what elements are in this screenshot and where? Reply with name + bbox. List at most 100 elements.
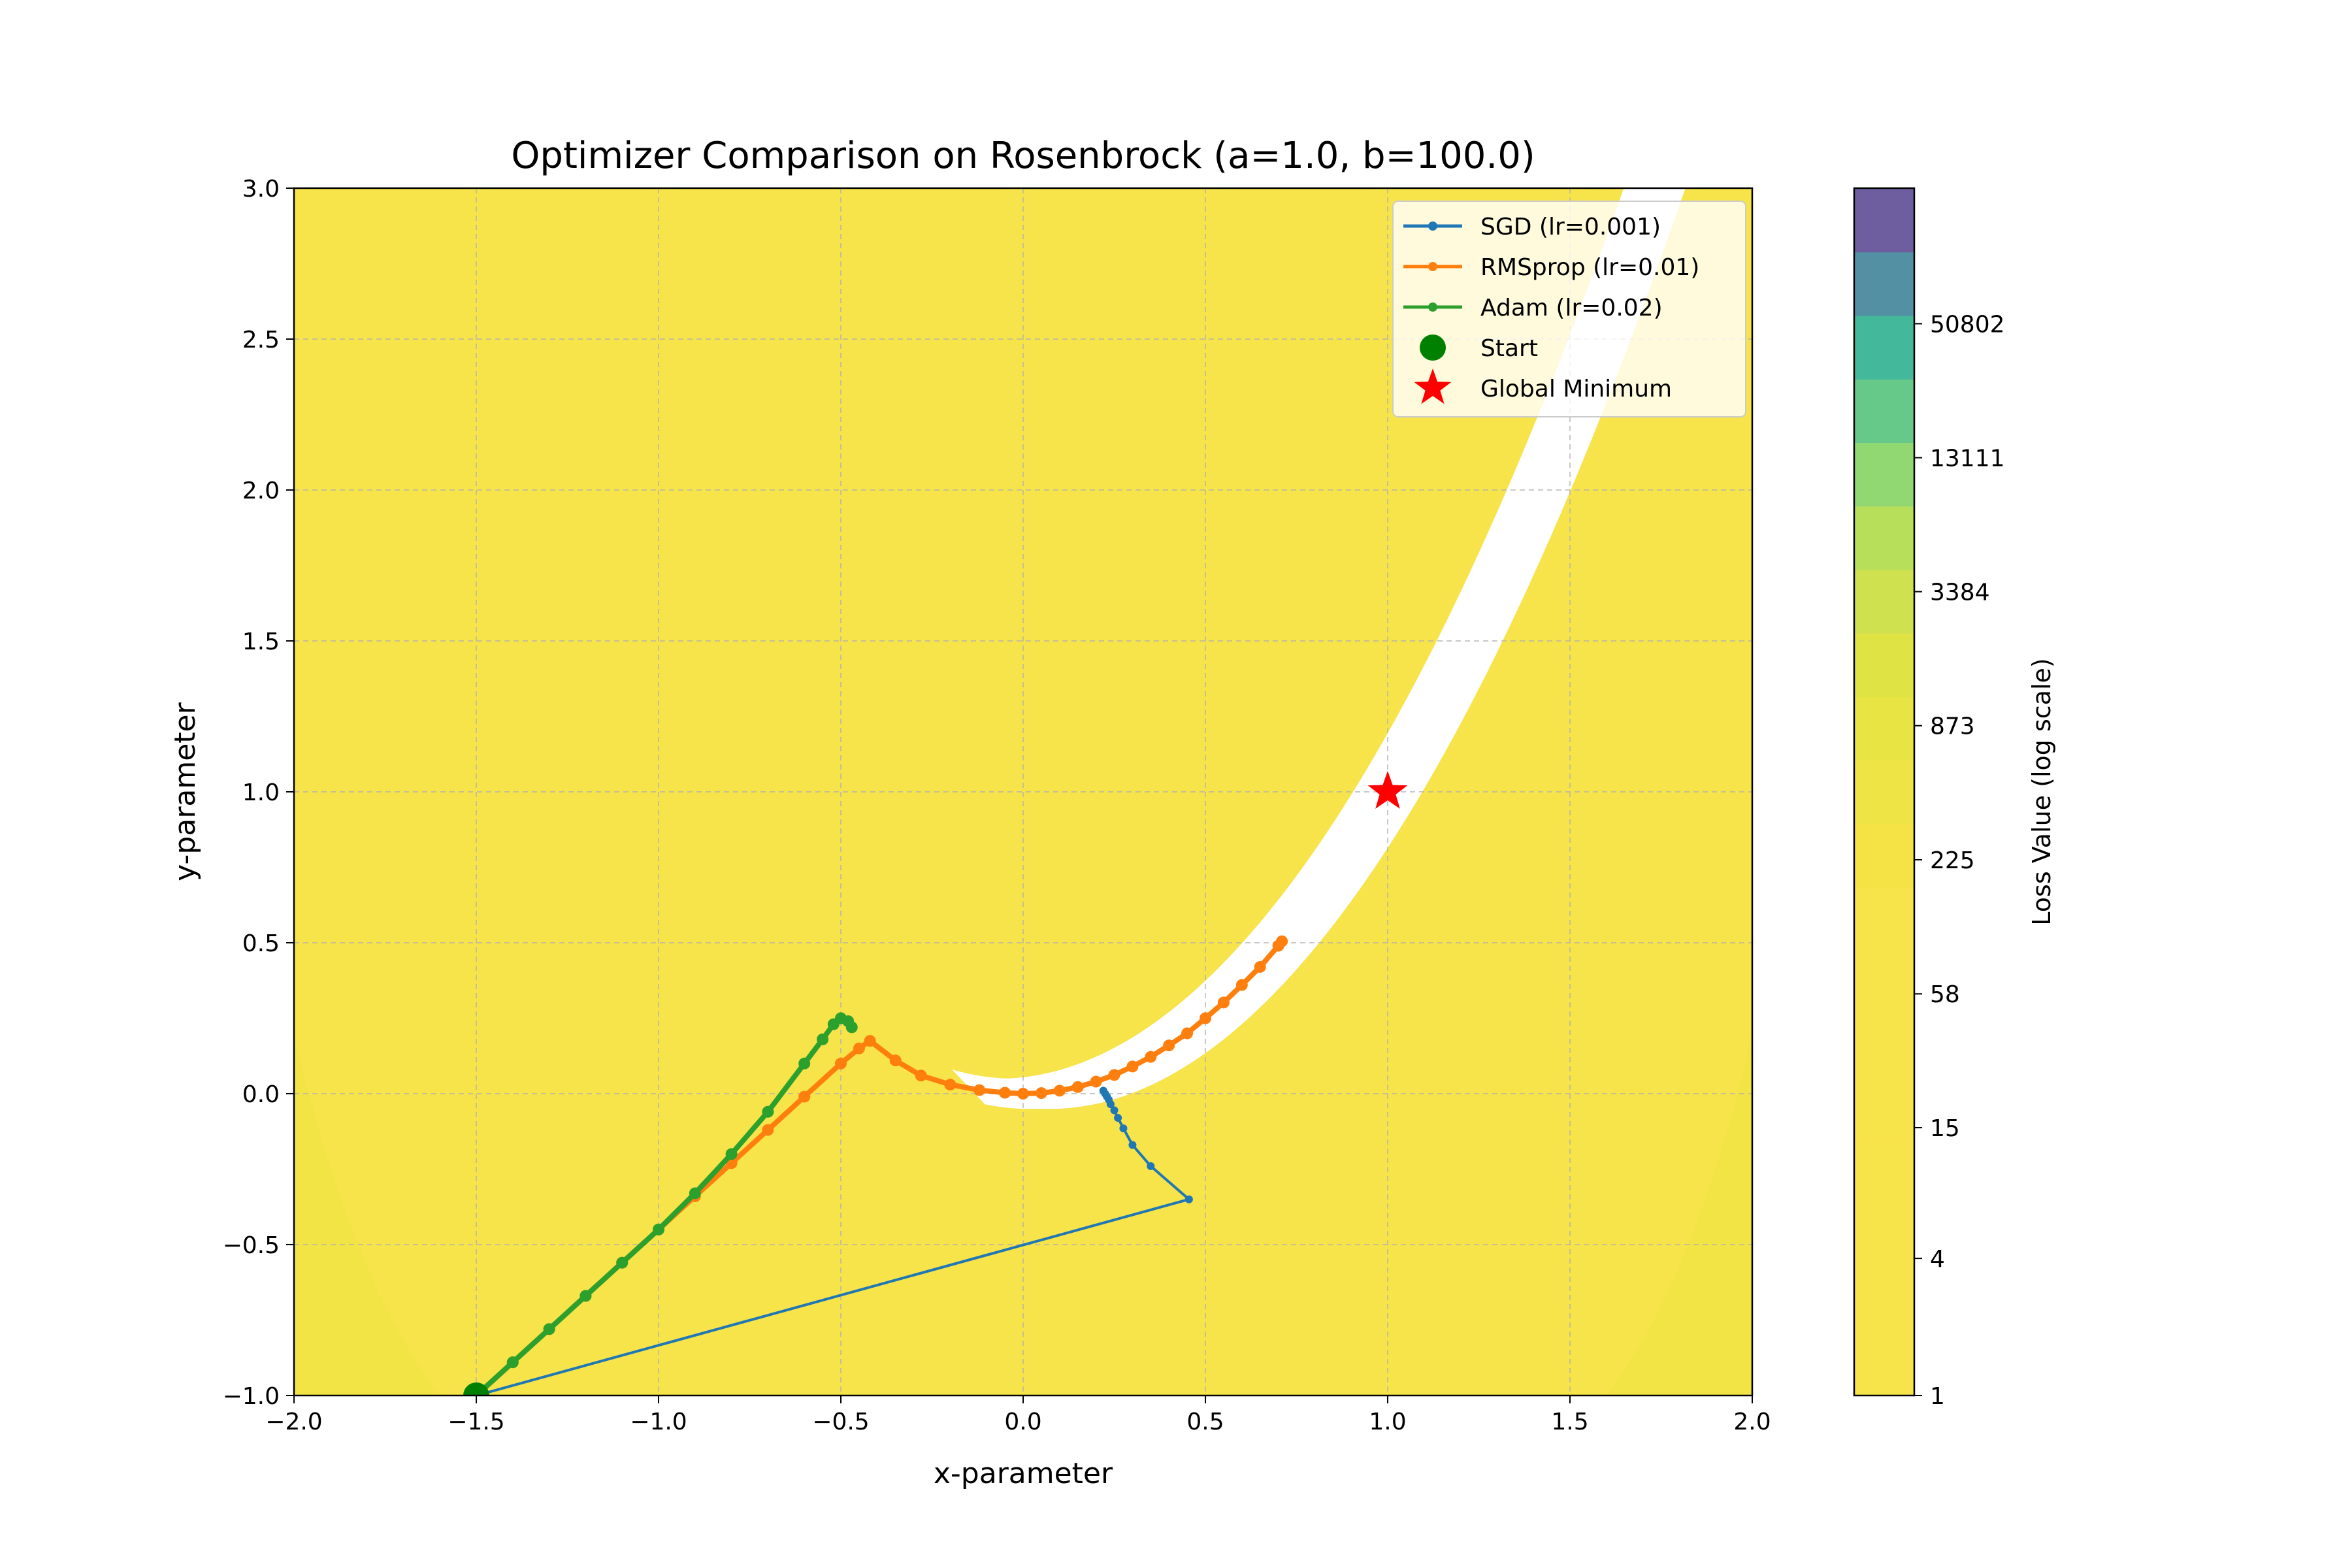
series-point [853, 1042, 865, 1054]
x-tick-label: −1.0 [630, 1409, 687, 1435]
marker-layer [463, 771, 1408, 1396]
x-tick-label: 1.0 [1369, 1409, 1406, 1435]
legend-marker [1428, 262, 1437, 271]
x-tick-label: 0.0 [1004, 1409, 1041, 1435]
series-point [506, 1356, 519, 1369]
legend-label: Global Minimum [1480, 376, 1672, 402]
y-tick-label: 0.5 [242, 930, 280, 957]
colorbar-band [1854, 252, 1914, 316]
legend: SGD (lr=0.001) RMSprop (lr=0.01) Adam (lr=… [1392, 201, 1746, 417]
y-tick-label: −0.5 [223, 1232, 280, 1259]
series-point [1217, 996, 1230, 1009]
legend-start-marker [1420, 335, 1446, 361]
chart-title: Optimizer Comparison on Rosenbrock (a=1.… [511, 135, 1535, 177]
series-point [973, 1084, 986, 1096]
legend-marker [1428, 302, 1437, 312]
series-point [1145, 1051, 1157, 1063]
global-minimum-marker [1367, 771, 1408, 809]
colorbar-band [1854, 188, 1914, 253]
series-point [580, 1290, 592, 1302]
colorbar-band [1854, 442, 1914, 507]
corner-shade [294, 1033, 1752, 1396]
y-axis-ticks: −1.0 −0.5 0.0 0.5 1.0 1.5 2.0 2.5 3.0 [223, 176, 294, 1410]
x-axis-ticks: −2.0 −1.5 −1.0 −0.5 0.0 0.5 1.0 1.5 2.0 [265, 1396, 1771, 1435]
colorbar-band [1854, 1077, 1914, 1142]
colorbar-band [1854, 632, 1914, 698]
y-tick-label: 3.0 [242, 176, 280, 203]
series-point [543, 1323, 555, 1335]
colorbar-tick-label: 225 [1930, 847, 1975, 874]
series-point [889, 1054, 902, 1067]
x-axis-label: x-parameter [934, 1457, 1113, 1490]
series-point [1035, 1087, 1047, 1100]
corner-shade-right [1606, 1033, 1752, 1396]
start-marker [463, 1382, 489, 1396]
series-point [817, 1033, 829, 1045]
series-point [944, 1079, 956, 1091]
colorbar-band [1854, 1014, 1914, 1079]
series-point [1276, 935, 1288, 947]
series-layer [470, 935, 1288, 1396]
y-tick-label: 2.0 [242, 478, 280, 504]
colorbar-band [1854, 378, 1914, 444]
series-point [1163, 1039, 1175, 1052]
series-point [798, 1057, 811, 1070]
series-point [845, 1021, 858, 1034]
colorbar-band [1854, 1268, 1914, 1333]
legend-star-marker [1414, 368, 1452, 404]
y-axis-label: y-parameter [169, 702, 202, 881]
series-point [999, 1086, 1011, 1099]
colorbar-band [1854, 1331, 1914, 1396]
corner-shade-left [294, 1033, 440, 1396]
series-point [1128, 1141, 1137, 1149]
colorbar-tick-label: 3384 [1930, 580, 1990, 606]
series-point [616, 1256, 629, 1269]
colorbar-bands [1854, 188, 1914, 1396]
y-tick-label: 1.0 [242, 779, 280, 806]
series-2 [470, 1012, 858, 1396]
colorbar-band [1854, 760, 1914, 825]
legend-marker [1428, 221, 1437, 231]
colorbar-tick-label: 50802 [1930, 311, 2005, 338]
series-point [1110, 1106, 1119, 1115]
x-tick-label: −1.5 [448, 1409, 504, 1435]
series-point [1200, 1012, 1211, 1024]
series-0 [472, 1086, 1193, 1396]
x-tick-label: −2.0 [265, 1409, 322, 1435]
y-tick-label: −1.0 [223, 1383, 280, 1410]
colorbar-band [1854, 315, 1914, 380]
colorbar-band [1854, 569, 1914, 634]
colorbar-band [1854, 1205, 1914, 1269]
colorbar-tick-label: 1 [1930, 1383, 1945, 1410]
colorbar-band [1854, 887, 1914, 952]
legend-label: Start [1480, 335, 1538, 362]
series-point [762, 1105, 774, 1118]
series-point [835, 1057, 847, 1070]
colorbar-band [1854, 823, 1914, 888]
colorbar-tick-label: 15 [1930, 1115, 1960, 1142]
legend-label: SGD (lr=0.001) [1480, 214, 1661, 240]
series-point [1235, 979, 1248, 991]
series-point [1053, 1085, 1066, 1097]
colorbar-tick-label: 4 [1930, 1246, 1945, 1273]
x-tick-label: 1.5 [1551, 1409, 1588, 1435]
series-point [1181, 1027, 1194, 1039]
colorbar-label: Loss Value (log scale) [2027, 658, 2056, 925]
series-point [915, 1070, 927, 1082]
colorbar-band [1854, 1141, 1914, 1206]
series-point [689, 1187, 701, 1200]
series-point [1184, 1195, 1193, 1203]
series-point [653, 1223, 664, 1235]
series-point [798, 1090, 811, 1103]
series-point [1071, 1081, 1084, 1093]
series-point [762, 1124, 774, 1136]
series-point [725, 1148, 738, 1160]
colorbar-band [1854, 506, 1914, 570]
colorbar: 1 4 15 58 225 873 3384 13111 50802 Loss Value (l… [1853, 187, 2056, 1410]
y-tick-label: 0.0 [242, 1081, 280, 1108]
series-point [1114, 1113, 1122, 1122]
series-point [1126, 1060, 1139, 1073]
series-point [1254, 960, 1266, 973]
colorbar-band [1854, 696, 1914, 761]
